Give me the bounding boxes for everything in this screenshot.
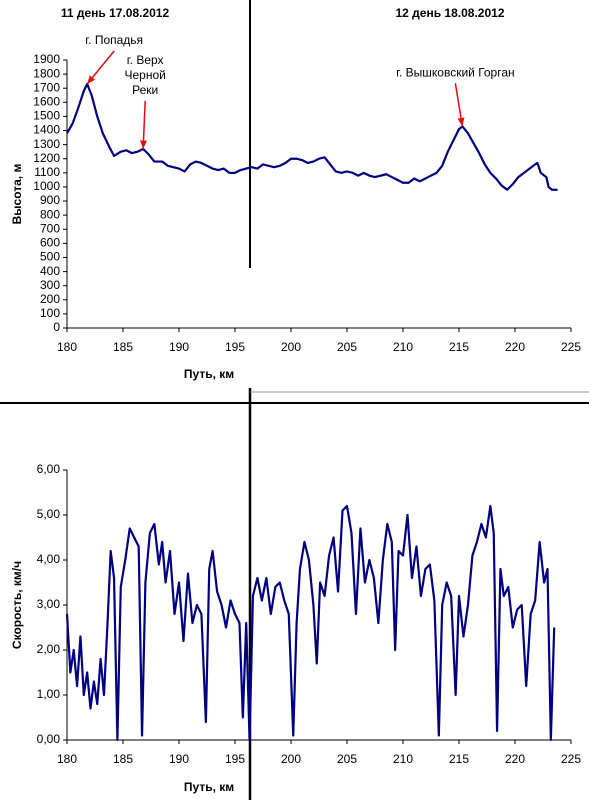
annotation-text: г. Вышковский Горган <box>396 65 515 79</box>
y-tick-label: 1700 <box>33 80 60 94</box>
y-tick-label: 2,00 <box>37 642 61 656</box>
x-tick-label: 220 <box>505 752 525 766</box>
x-tick-label: 215 <box>449 752 469 766</box>
y-tick-label: 1400 <box>33 123 60 137</box>
data-line <box>66 82 558 191</box>
day-header: 11 день 17.08.2012 <box>61 6 170 20</box>
y-tick-label: 6,00 <box>37 462 61 476</box>
x-tick-label: 200 <box>281 340 301 354</box>
y-tick-label: 3,00 <box>37 597 61 611</box>
y-tick-label: 1900 <box>33 52 60 66</box>
x-tick-label: 215 <box>449 340 469 354</box>
x-tick-label: 190 <box>169 340 189 354</box>
y-tick-label: 0 <box>53 320 60 334</box>
annotation-text: Реки <box>132 83 158 97</box>
x-tick-label: 220 <box>505 340 525 354</box>
x-tick-label: 225 <box>561 340 581 354</box>
annotation-arrowhead <box>457 117 465 127</box>
y-tick-label: 1800 <box>33 66 60 80</box>
x-tick-label: 205 <box>337 752 357 766</box>
x-tick-label: 185 <box>113 752 133 766</box>
y-tick-label: 1000 <box>33 179 60 193</box>
y-tick-label: 200 <box>40 292 60 306</box>
x-tick-label: 195 <box>225 752 245 766</box>
y-tick-label: 100 <box>40 306 60 320</box>
y-tick-label: 300 <box>40 278 60 292</box>
x-tick-label: 195 <box>225 340 245 354</box>
y-axis-label: Высота, м <box>10 164 24 225</box>
y-tick-label: 500 <box>40 250 60 264</box>
annotation-text: Черной <box>124 68 165 82</box>
x-tick-label: 205 <box>337 340 357 354</box>
data-line <box>65 504 556 742</box>
y-tick-label: 800 <box>40 207 60 221</box>
y-tick-label: 0,00 <box>37 732 61 746</box>
y-tick-label: 5,00 <box>37 507 61 521</box>
day-header: 12 день 18.08.2012 <box>396 6 505 20</box>
y-tick-label: 4,00 <box>37 552 61 566</box>
y-tick-label: 1500 <box>33 109 60 123</box>
annotation-arrowhead <box>140 140 148 149</box>
annotation-text: г. Верх <box>127 53 164 67</box>
annotation-arrowhead <box>87 75 96 84</box>
x-tick-label: 225 <box>561 752 581 766</box>
y-tick-label: 1300 <box>33 137 60 151</box>
y-tick-label: 400 <box>40 264 60 278</box>
x-axis-label: Путь, км <box>184 367 234 381</box>
x-tick-label: 190 <box>169 752 189 766</box>
y-tick-label: 900 <box>40 193 60 207</box>
x-axis-label: Путь, км <box>184 780 234 794</box>
x-tick-label: 210 <box>393 340 413 354</box>
y-tick-label: 1,00 <box>37 687 61 701</box>
annotation-text: г. Попадья <box>85 33 143 47</box>
y-tick-label: 600 <box>40 236 60 250</box>
x-tick-label: 180 <box>57 340 77 354</box>
y-tick-label: 700 <box>40 221 60 235</box>
x-tick-label: 185 <box>113 340 133 354</box>
x-tick-label: 180 <box>57 752 77 766</box>
x-tick-label: 210 <box>393 752 413 766</box>
y-tick-label: 1200 <box>33 151 60 165</box>
y-tick-label: 1600 <box>33 94 60 108</box>
x-tick-label: 200 <box>281 752 301 766</box>
y-tick-label: 1100 <box>34 165 60 179</box>
y-axis-label: Скорость, км/ч <box>10 561 24 649</box>
